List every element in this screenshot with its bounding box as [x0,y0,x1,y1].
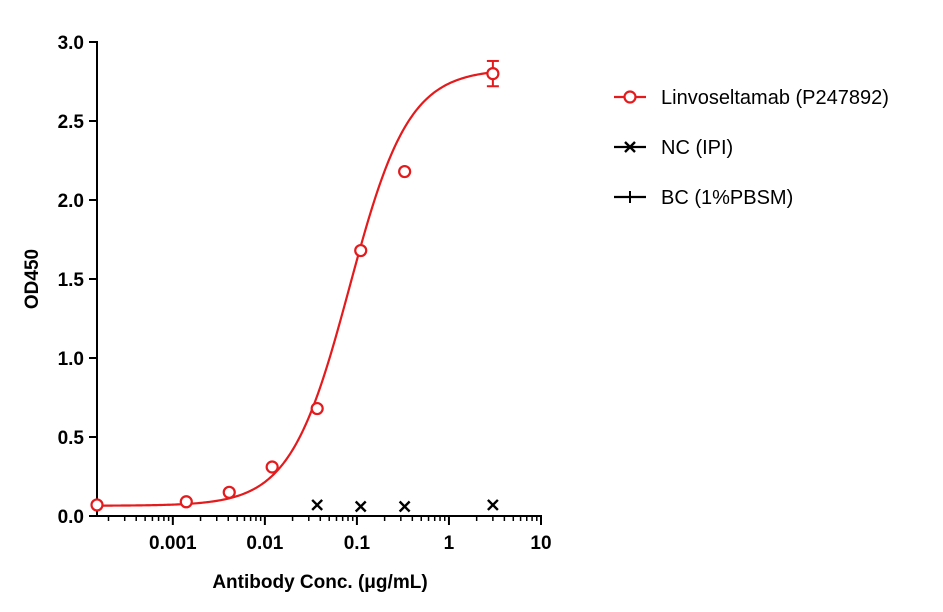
legend-marker [623,191,637,203]
x-marker-stroke [487,499,499,511]
y-tick-label: 0.0 [58,507,84,528]
data-point-series-0 [486,66,500,81]
axes [96,41,542,517]
x-tick-label: 10 [530,533,551,554]
x-tick-label: 1 [444,533,455,554]
legend-label: BC (1%PBSM) [661,187,793,209]
x-marker-stroke [354,500,367,513]
x-tick-label: 0.1 [344,533,371,554]
data-point-series-0 [310,401,324,416]
data-point-series-1 [354,500,367,513]
x-tick-label: 0.01 [246,533,283,554]
legend-label: NC (IPI) [661,137,733,159]
legend-label: Linvoseltamab (P247892) [661,87,889,109]
fit-curve-series-0 [97,71,493,507]
x-axis-title: Antibody Conc. (μg/mL) [212,572,427,593]
y-tick-label: 0.5 [58,428,85,449]
y-axis-ticks: 0.0 0.5 1.0 1.5 2.0 2.5 3.0 [58,33,97,528]
x-axis-ticks: 0.001 0.01 0.1 1 10 [107,516,552,554]
data-points [90,59,500,513]
data-point-series-0 [179,495,193,509]
data-point-series-1 [398,500,411,513]
x-marker-stroke [398,500,411,513]
legend: Linvoseltamab (P247892) NC (IPI) BC (1%PBS… [614,87,889,209]
fit-curves [97,71,493,507]
legend-item: BC (1%PBSM) [614,187,793,209]
y-tick-label: 2.5 [58,112,85,133]
x-marker-stroke [624,141,636,153]
x-marker-stroke [311,499,324,511]
y-tick-label: 1.0 [58,349,84,370]
legend-item: NC (IPI) [614,137,733,159]
y-axis-title: OD450 [22,249,43,309]
y-tick-label: 1.5 [58,270,85,291]
data-point-series-1 [311,499,324,511]
data-point-series-0 [90,498,104,512]
data-point-series-0 [265,460,279,474]
data-point-series-0 [354,243,368,258]
x-tick-label: 0.001 [149,533,197,554]
legend-item: Linvoseltamab (P247892) [614,87,889,109]
data-point-series-0 [222,485,236,499]
legend-marker [624,141,636,153]
y-tick-label: 2.0 [58,191,84,212]
legend-marker [623,90,637,104]
data-point-series-0 [398,164,412,179]
data-point-series-1 [487,499,499,511]
y-tick-label: 3.0 [58,33,84,54]
